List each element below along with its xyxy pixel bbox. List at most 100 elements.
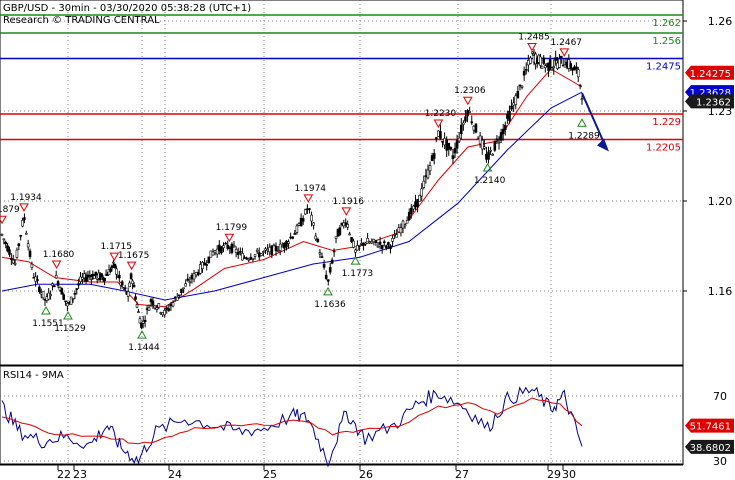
candle-body [274, 245, 278, 251]
candle-body [387, 242, 390, 246]
candle-body [389, 245, 392, 249]
candle-body [485, 153, 488, 160]
candle-body [368, 241, 371, 244]
xtick-label-29: 29 [547, 468, 561, 480]
chart-frame [0, 0, 684, 466]
candle-body [153, 305, 157, 309]
candle-body [41, 291, 45, 299]
rsi-line-rsi [1, 386, 583, 468]
candle-body [539, 56, 542, 66]
candle-body [167, 308, 171, 311]
candle-body [426, 169, 430, 179]
pivot-label-1.1879: 1.1879 [0, 205, 20, 215]
candle-body [228, 247, 232, 250]
candle-body [356, 245, 359, 251]
pivot-low-marker [350, 256, 361, 265]
candle-body [295, 225, 299, 233]
candle-body [201, 262, 204, 270]
xtick-label-30: 30 [562, 468, 576, 480]
pivot-label-1.1715: 1.1715 [101, 242, 133, 252]
candle-body [552, 66, 556, 68]
candle-body [264, 248, 267, 251]
candle-body [372, 238, 376, 243]
candle-body [447, 142, 451, 150]
candle-body [422, 180, 426, 188]
candle-body [23, 217, 26, 220]
candle-body [393, 234, 396, 236]
candle-body [320, 256, 324, 258]
candle-body [103, 277, 106, 282]
candle-body [362, 242, 365, 246]
candle-body [182, 287, 185, 290]
candle-body [234, 249, 238, 253]
candle-body [542, 57, 546, 64]
candle-body [184, 283, 187, 287]
candle-body [578, 84, 582, 87]
candle-body [241, 253, 244, 261]
candle-body [497, 141, 501, 144]
candle-body [283, 242, 286, 249]
candle-body [487, 151, 490, 160]
candle-body [257, 252, 261, 258]
candle-body [453, 148, 457, 154]
candle-body [322, 263, 326, 268]
candle-body [449, 147, 453, 150]
candle-body [430, 155, 434, 161]
candle-body [17, 243, 21, 247]
candle-body [205, 264, 208, 266]
candle-body [348, 233, 351, 236]
candle-body [6, 245, 9, 252]
candle-body [328, 267, 332, 273]
candle-body [171, 302, 175, 307]
candle-body [15, 249, 19, 258]
pivot-label-1.1680: 1.1680 [43, 250, 75, 260]
candle-body [4, 241, 8, 245]
candle-body [378, 241, 382, 245]
pivot-label-1.1529: 1.1529 [54, 324, 86, 334]
candle-body [580, 98, 584, 100]
candle-body [299, 217, 303, 227]
level-label-1.2205: 1.2205 [646, 143, 681, 154]
candle-body [71, 298, 75, 300]
candle-body [464, 116, 467, 122]
xtick-label-25: 25 [263, 468, 277, 480]
level-label-1.256: 1.256 [652, 36, 681, 47]
price-tag-1-label: 1.23628 [690, 88, 731, 99]
candle-body [399, 227, 403, 234]
candle-body [2, 238, 6, 241]
candle-body [370, 241, 374, 244]
candle-body [175, 296, 179, 301]
candle-body [518, 84, 522, 87]
ytick-label-1.20: 1.20 [708, 195, 733, 208]
candle-body [131, 280, 134, 284]
candle-body [510, 105, 513, 110]
candle-body [138, 318, 142, 324]
price-tag-2-bg [685, 94, 734, 109]
price-tag-0-bg [685, 65, 734, 80]
candle-body [203, 262, 206, 266]
pivot-label-1.1799: 1.1799 [216, 223, 248, 233]
candle-body [301, 218, 305, 222]
candle-body [163, 310, 166, 316]
candle-body [194, 272, 198, 276]
candle-body [358, 245, 361, 247]
candle-body [529, 57, 532, 64]
candle-body [554, 57, 557, 61]
candle-body [140, 322, 143, 328]
candle-body [280, 245, 284, 248]
candle-body [516, 90, 520, 99]
candle-body [220, 246, 223, 254]
candle-body [137, 311, 140, 313]
pivot-label-1.1773: 1.1773 [342, 269, 374, 279]
candle-body [291, 236, 295, 239]
candle-body [47, 292, 51, 300]
candle-body [157, 303, 161, 308]
candle-body [132, 284, 136, 288]
candle-body [437, 130, 440, 137]
candle-body [366, 238, 369, 243]
candle-body [8, 249, 11, 255]
candle-body [548, 59, 552, 70]
candle-body [13, 262, 17, 265]
candle-body [253, 254, 257, 257]
forecast-arrow-group [581, 92, 609, 152]
